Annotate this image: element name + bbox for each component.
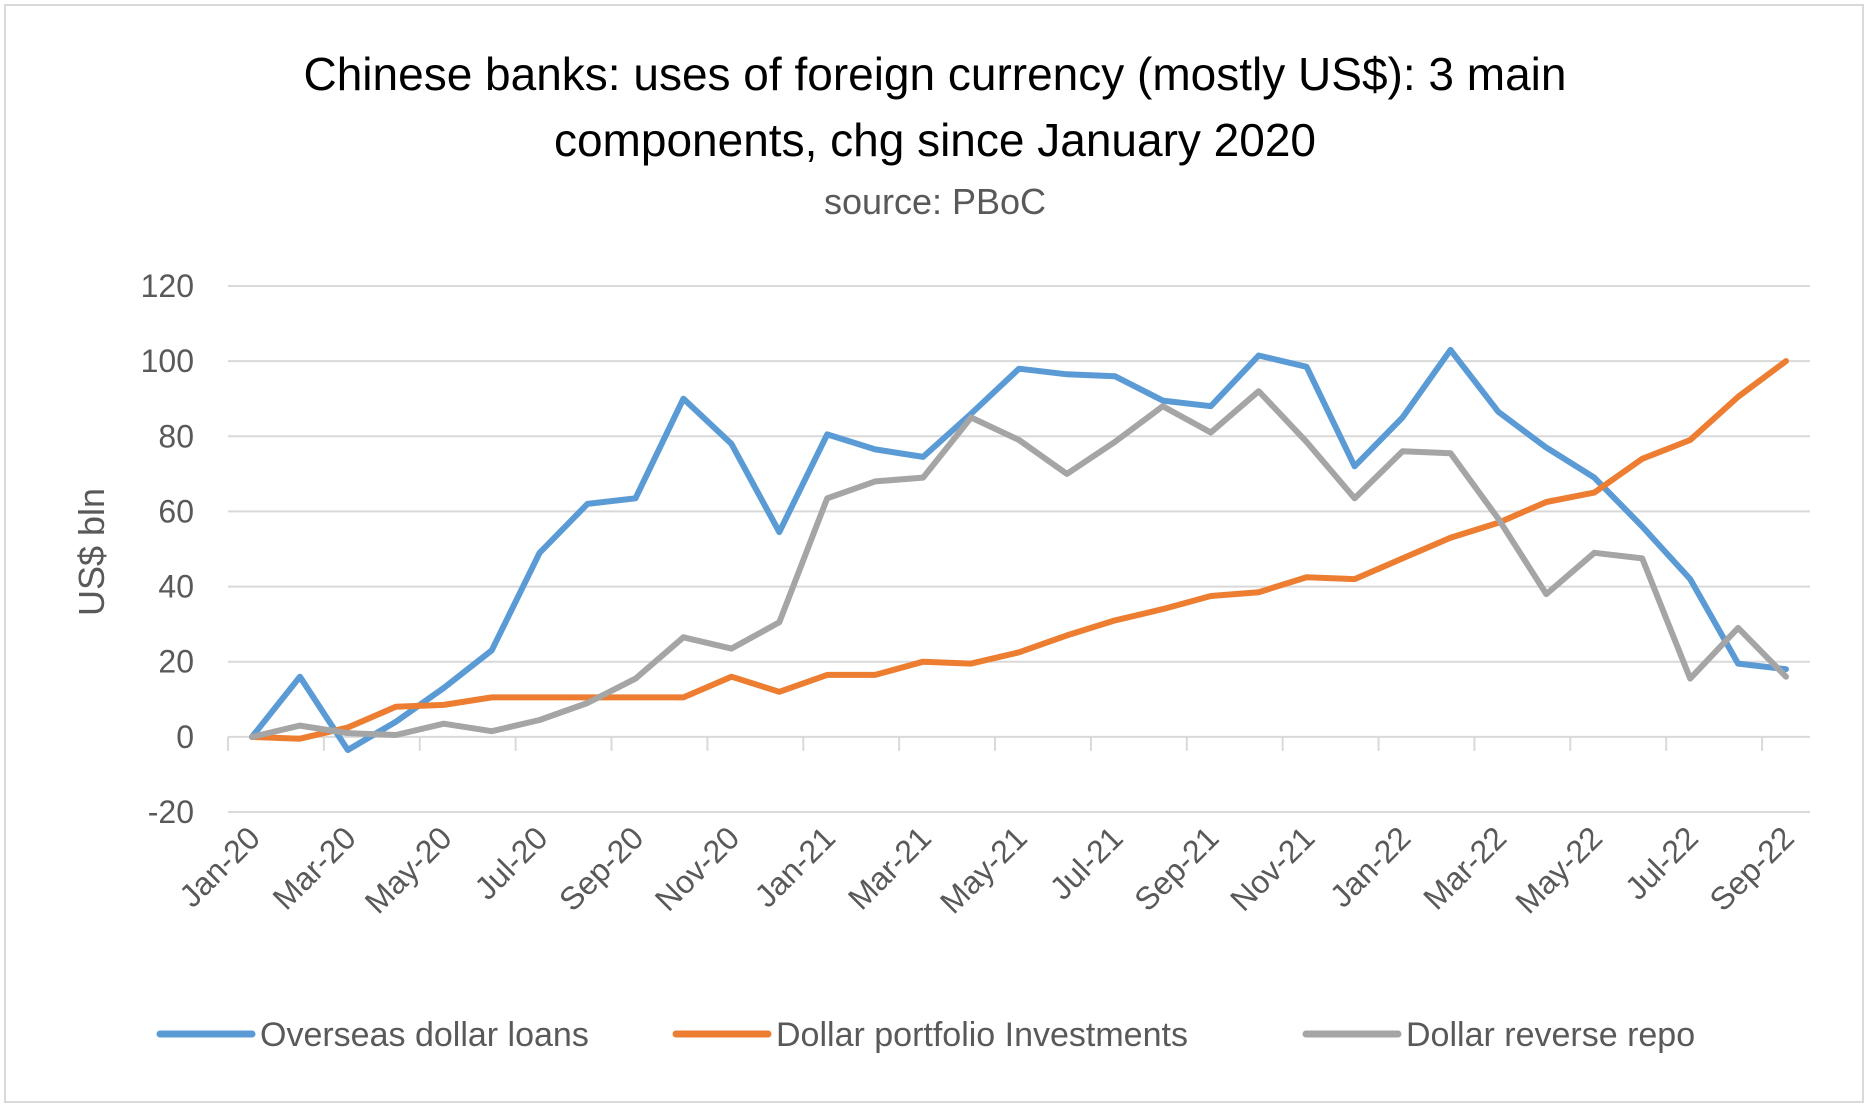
x-axis [227,735,1810,751]
chart-frame [4,4,1864,1103]
x-tick-label: Sep-22 [1703,819,1801,917]
x-tick-label: May-22 [1508,819,1609,920]
x-tick-label: Nov-20 [648,819,746,917]
x-tick-label: Jan-22 [1323,819,1418,914]
x-tick-label: Jul-21 [1043,819,1130,906]
x-tick-label: Jul-22 [1618,819,1705,906]
legend-label-1: Overseas dollar loans [260,1016,589,1054]
x-tick-label: Sep-20 [552,819,650,917]
y-tick-label: 40 [158,569,194,605]
y-tick-label: 0 [176,719,194,755]
y-axis-title: US$ bln [71,488,112,616]
legend: Overseas dollar loans Dollar portfolio In… [156,1016,1695,1054]
x-tick-label: Nov-21 [1223,819,1321,917]
y-tick-label: 100 [141,343,194,379]
y-tick-label: -20 [148,794,194,830]
legend-label-2: Dollar portfolio Investments [776,1016,1188,1054]
x-tick-label: May-21 [933,819,1034,920]
x-tick-label: May-20 [358,819,459,920]
x-tick-label: Mar-22 [1416,819,1513,916]
y-tick-label: 20 [158,644,194,680]
legend-label-3: Dollar reverse repo [1406,1016,1695,1054]
gridlines [228,285,1810,813]
y-tick-labels: -20 0 20 40 60 80 100 120 [141,268,194,830]
x-tick-label: Jul-20 [467,819,554,906]
x-tick-label: Mar-21 [841,819,938,916]
y-tick-label: 80 [158,418,194,454]
x-tick-label: Jan-20 [172,819,267,914]
x-tick-label: Sep-21 [1127,819,1225,917]
series-line-2 [249,358,1789,742]
chart-title-line-2: components, chg since January 2020 [554,114,1316,166]
y-tick-label: 120 [141,268,194,304]
series-lines [249,346,1789,753]
x-tick-label: Jan-21 [748,819,843,914]
series-line-1 [249,346,1789,753]
x-tick-label: Mar-20 [266,819,363,916]
chart-subtitle: source: PBoC [824,181,1046,222]
chart-title-line-1: Chinese banks: uses of foreign currency … [304,48,1567,100]
y-tick-label: 60 [158,493,194,529]
series-line-3 [249,388,1789,740]
